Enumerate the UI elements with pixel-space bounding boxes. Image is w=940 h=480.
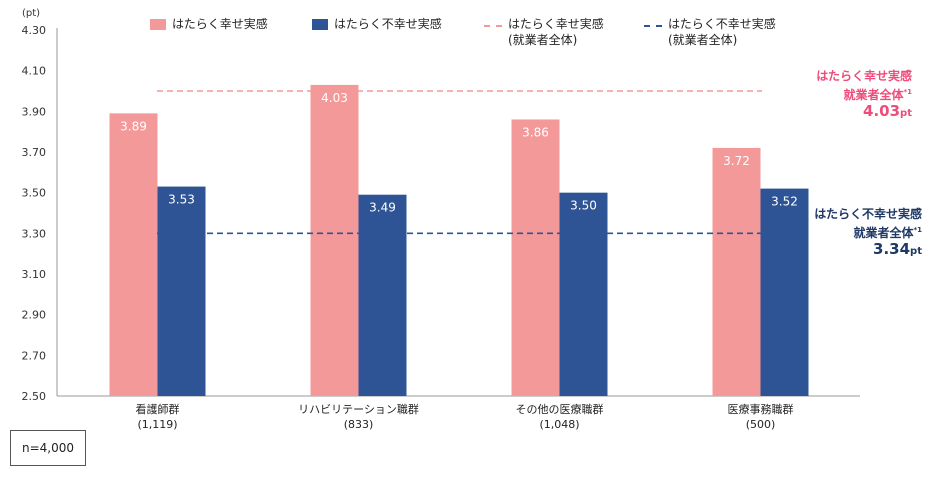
ref-label-unhappy: はたらく不幸せ実感 就業者全体*1 3.34pt [770, 206, 922, 260]
legend-item-happy: はたらく幸せ実感 [150, 16, 268, 32]
x-category-label-0: 看護師群 [136, 402, 180, 416]
y-tick-label-4: 3.30 [22, 227, 47, 240]
legend-label-unhappy-all-2: (就業者全体) [668, 33, 738, 47]
ref-unhappy-unit: pt [910, 246, 922, 257]
x-category-label-2: その他の医療職群 [516, 402, 604, 416]
y-tick-label-5: 3.50 [22, 187, 47, 200]
ref-label-happy: はたらく幸せ実感 就業者全体*1 4.03pt [770, 68, 912, 122]
data-label-happy-2: 3.86 [522, 125, 549, 139]
y-tick-label-6: 3.70 [22, 146, 47, 159]
y-tick-label-3: 3.10 [22, 268, 47, 281]
legend-label-happy-all-1: はたらく幸せ実感 [508, 17, 604, 31]
y-tick-label-0: 2.50 [22, 390, 47, 403]
legend-item-unhappy-all: はたらく不幸せ実感 (就業者全体) [644, 16, 776, 48]
legend-label-unhappy-all-1: はたらく不幸せ実感 [668, 17, 776, 31]
y-tick-label-9: 4.30 [22, 24, 47, 37]
data-label-unhappy-1: 3.49 [369, 201, 396, 215]
data-label-unhappy-3: 3.52 [771, 195, 798, 209]
y-tick-label-1: 2.70 [22, 349, 47, 362]
bar-unhappy-1 [358, 194, 407, 396]
legend-item-happy-all: はたらく幸せ実感 (就業者全体) [484, 16, 604, 48]
ref-happy-unit: pt [900, 108, 912, 119]
bar-happy-0 [109, 113, 158, 396]
x-category-count-3: (500) [746, 418, 776, 431]
bar-unhappy-0 [157, 186, 206, 396]
data-label-happy-1: 4.03 [321, 91, 348, 105]
legend-label-happy: はたらく幸せ実感 [172, 17, 268, 31]
x-category-count-2: (1,048) [539, 418, 579, 431]
y-tick-label-8: 4.10 [22, 65, 47, 78]
ref-unhappy-mark: *1 [913, 226, 922, 234]
sample-size-box: n=4,000 [10, 430, 86, 466]
legend-swatch-unhappy [312, 19, 328, 30]
data-label-unhappy-0: 3.53 [168, 193, 195, 207]
ref-unhappy-line2: 就業者全体 [853, 226, 914, 240]
data-label-unhappy-2: 3.50 [570, 199, 597, 213]
data-label-happy-3: 3.72 [723, 154, 750, 168]
legend-swatch-happy [150, 19, 166, 30]
ref-happy-mark: *1 [903, 88, 912, 96]
bar-happy-2 [511, 119, 560, 396]
ref-happy-line2: 就業者全体 [843, 88, 904, 102]
ref-happy-value: 4.03 [863, 102, 901, 120]
y-axis-unit: (pt) [22, 8, 41, 19]
legend-dash-happy-all [484, 25, 502, 27]
ref-unhappy-line1: はたらく不幸せ実感 [814, 207, 922, 221]
bar-unhappy-2 [559, 192, 608, 396]
y-tick-label-7: 3.90 [22, 105, 47, 118]
bar-happy-3 [712, 147, 761, 396]
x-category-label-1: リハビリテーション職群 [298, 402, 419, 416]
y-tick-label-2: 2.90 [22, 309, 47, 322]
ref-happy-line1: はたらく幸せ実感 [816, 69, 912, 83]
x-category-label-3: 医療事務職群 [728, 402, 794, 416]
legend-dash-unhappy-all [644, 25, 662, 27]
legend-label-happy-all-2: (就業者全体) [508, 33, 578, 47]
legend: はたらく幸せ実感 はたらく不幸せ実感 はたらく幸せ実感 (就業者全体) はたらく… [0, 16, 940, 66]
bar-happy-1 [310, 84, 359, 397]
x-category-count-0: (1,119) [137, 418, 177, 431]
legend-label-unhappy: はたらく不幸せ実感 [334, 17, 442, 31]
ref-unhappy-value: 3.34 [873, 240, 911, 258]
x-category-count-1: (833) [344, 418, 374, 431]
data-label-happy-0: 3.89 [120, 119, 147, 133]
bar-unhappy-3 [760, 188, 809, 396]
legend-item-unhappy: はたらく不幸せ実感 [312, 16, 442, 32]
